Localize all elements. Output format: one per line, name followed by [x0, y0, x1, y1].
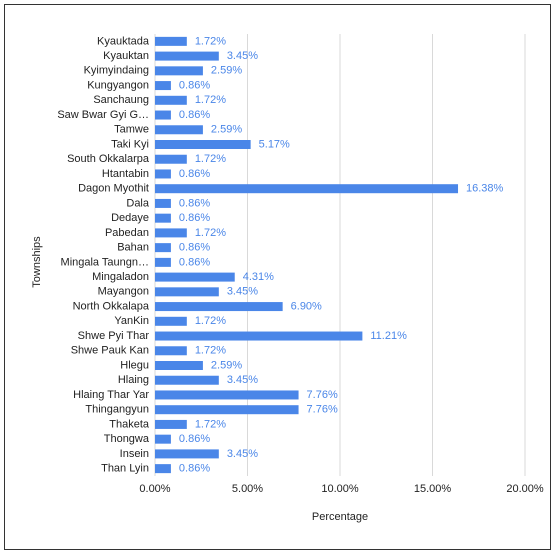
bar: [155, 419, 187, 429]
value-label: 0.86%: [179, 79, 210, 91]
y-tick-label: Shwe Pyi Thar: [78, 330, 150, 342]
value-label: 0.86%: [179, 212, 210, 224]
bar: [155, 346, 187, 356]
y-tick-label: Taki Kyi: [111, 138, 149, 150]
bar: [155, 257, 171, 267]
bar: [155, 81, 171, 91]
value-label: 0.86%: [179, 197, 210, 209]
y-tick-label: Thongwa: [104, 433, 150, 445]
y-tick-label: Shwe Pauk Kan: [71, 345, 149, 357]
y-tick-label: North Okkalapa: [73, 300, 150, 312]
x-axis-title: Percentage: [312, 511, 368, 523]
value-label: 2.59%: [211, 65, 242, 77]
value-label: 3.45%: [227, 374, 258, 386]
bar: [155, 361, 203, 370]
y-tick-label: YanKin: [114, 315, 149, 327]
chart-frame: [4, 4, 551, 550]
y-tick-label: Dagon Myothit: [78, 183, 149, 195]
y-tick-label: Than Lyin: [101, 463, 149, 475]
bar: [155, 405, 299, 415]
bar: [155, 154, 187, 164]
y-tick-label: Saw Bwar Gyi G…: [57, 109, 149, 121]
y-tick-label: Dedaye: [111, 212, 149, 224]
bar: [155, 243, 171, 253]
value-label: 0.86%: [179, 433, 210, 445]
y-tick-label: South Okkalarpa: [67, 153, 150, 165]
value-label: 6.90%: [291, 300, 322, 312]
x-tick-label: 15.00%: [414, 483, 452, 495]
value-label: 1.72%: [195, 345, 226, 357]
bar: [155, 36, 187, 46]
bar: [155, 434, 171, 444]
x-tick-label: 10.00%: [321, 483, 359, 495]
y-tick-label: Htantabin: [102, 168, 149, 180]
y-tick-label: Hlegu: [120, 359, 149, 371]
value-label: 0.86%: [179, 168, 210, 180]
bar: [155, 169, 171, 179]
value-label: 3.45%: [227, 286, 258, 298]
y-tick-label: Bahan: [117, 242, 149, 254]
value-label: 1.72%: [195, 94, 226, 106]
x-tick-label: 0.00%: [139, 483, 170, 495]
value-label: 4.31%: [243, 271, 274, 283]
bar: [155, 110, 171, 120]
bar: [155, 272, 235, 282]
bar: [155, 140, 251, 149]
value-label: 1.72%: [195, 315, 226, 327]
y-tick-label: Sanchaung: [93, 94, 149, 106]
value-label: 1.72%: [195, 418, 226, 430]
value-label: 7.76%: [307, 404, 338, 416]
value-label: 0.86%: [179, 256, 210, 268]
value-label: 3.45%: [227, 448, 258, 460]
y-tick-label: Mingala Taungn…: [61, 256, 149, 268]
y-tick-label: Tamwe: [114, 124, 149, 136]
value-label: 11.21%: [370, 330, 407, 342]
y-tick-label: Hlaing Thar Yar: [73, 389, 149, 401]
value-label: 7.76%: [307, 389, 338, 401]
y-tick-label: Kyimyindaing: [84, 65, 149, 77]
y-tick-label: Kyauktada: [97, 35, 150, 47]
y-tick-label: Pabedan: [105, 227, 149, 239]
bar: [155, 464, 171, 474]
bar: [155, 125, 203, 135]
value-label: 1.72%: [195, 35, 226, 47]
value-label: 1.72%: [195, 227, 226, 239]
x-tick-label: 5.00%: [232, 483, 263, 495]
y-tick-label: Kyauktan: [103, 50, 149, 62]
y-tick-label: Kungyangon: [87, 79, 149, 91]
value-label: 5.17%: [259, 138, 290, 150]
bar: [155, 302, 283, 312]
bar: [155, 213, 171, 223]
value-label: 0.86%: [179, 109, 210, 121]
bar: [155, 375, 219, 385]
y-tick-label: Thaketa: [109, 418, 150, 430]
bar: [155, 228, 187, 238]
y-tick-label: Mayangon: [98, 286, 149, 298]
y-tick-label: Mingaladon: [92, 271, 149, 283]
value-label: 3.45%: [227, 50, 258, 62]
x-tick-label: 20.00%: [506, 483, 544, 495]
y-tick-label: Dala: [126, 197, 150, 209]
value-label: 0.86%: [179, 242, 210, 254]
bar: [155, 449, 219, 459]
bar: [155, 390, 299, 400]
bar: [155, 287, 219, 297]
value-label: 1.72%: [195, 153, 226, 165]
value-label: 2.59%: [211, 359, 242, 371]
y-tick-label: Hlaing: [118, 374, 149, 386]
bar: [155, 184, 459, 194]
bar: [155, 66, 203, 76]
bar: [155, 51, 219, 61]
value-label: 0.86%: [179, 463, 210, 475]
value-label: 16.38%: [466, 183, 504, 195]
value-label: 2.59%: [211, 124, 242, 136]
bar: [155, 198, 171, 208]
y-tick-label: Insein: [120, 448, 149, 460]
bar: [155, 316, 187, 326]
y-tick-label: Thingangyun: [85, 404, 149, 416]
bar: [155, 95, 187, 105]
bar: [155, 331, 363, 341]
y-axis-title: Townships: [31, 236, 43, 288]
